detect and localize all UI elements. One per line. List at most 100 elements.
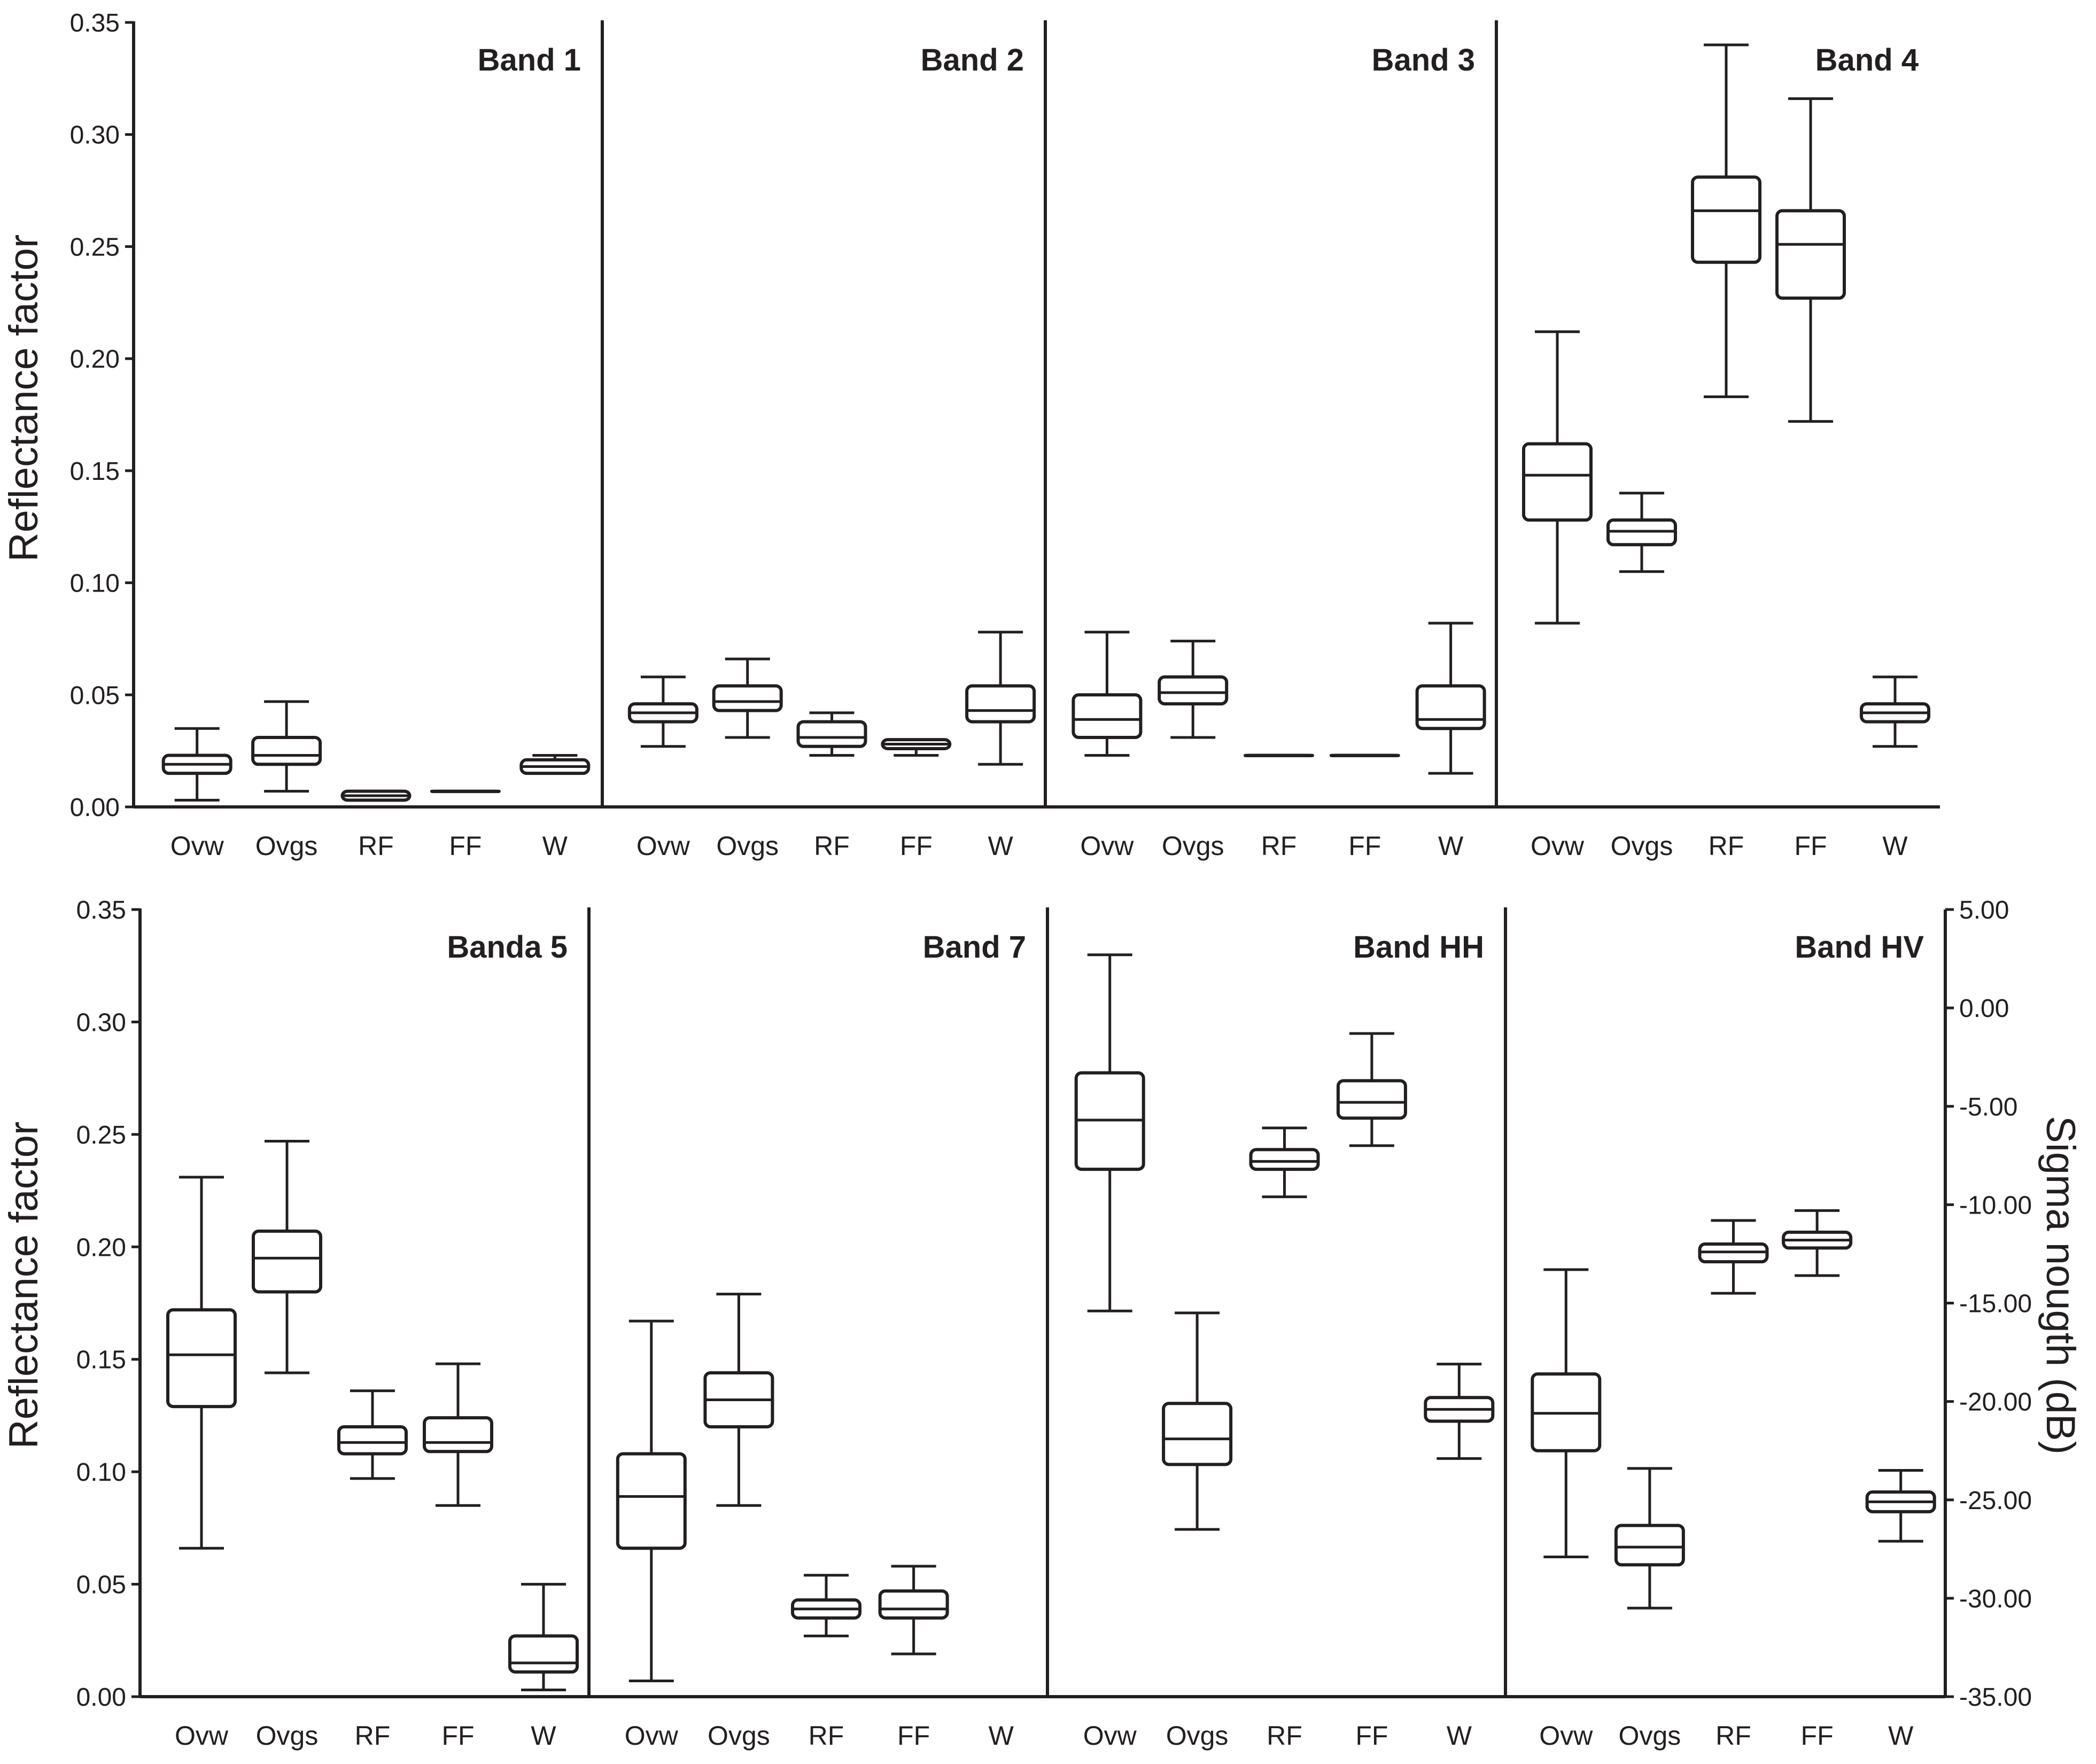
box-ovgs: [1606, 492, 1677, 573]
iqr-box: [1691, 175, 1761, 264]
box-ovw: [1074, 953, 1145, 1312]
panel-band-hh: Band HH Ovw Ovgs RF FF W: [1074, 930, 1495, 1751]
category-tick-label: Ovgs: [256, 1721, 319, 1751]
top-y-tick-label: 0.35: [70, 9, 120, 37]
category-tick-label: Ovgs: [1166, 1721, 1229, 1751]
bot-y-tick-label: 0.00: [76, 1683, 126, 1712]
category-tick-label: Ovw: [1080, 831, 1134, 861]
panel-band-4: Band 4 Ovw Ovgs RF FF W: [1522, 43, 1930, 861]
category-tick-label: Ovgs: [1162, 831, 1224, 861]
iqr-box: [1072, 693, 1143, 739]
category-tick-label: FF: [1801, 1721, 1834, 1751]
category-tick-label: Ovgs: [255, 831, 318, 861]
box-ovw: [627, 675, 698, 748]
category-tick-label: W: [1888, 1721, 1914, 1751]
box-ovgs: [1614, 1467, 1685, 1610]
iqr-box: [1158, 675, 1229, 706]
iqr-box: [251, 735, 322, 766]
right-y-tick-label: -35.00: [1959, 1683, 2032, 1712]
panel-band-1: Band 1 Ovw Ovgs RF FF W: [161, 43, 591, 861]
right-y-tick-label: 5.00: [1959, 896, 2009, 924]
bottom-row-chart: 0.00 0.05 0.10 0.15 0.20 0.25 0.30 0.35 5.00 0.00…: [1, 896, 2083, 1751]
box-rf: [1698, 1219, 1769, 1295]
box-ovw: [1531, 1268, 1602, 1559]
panel-band-hv: Band HV Ovw Ovgs RF FF W: [1531, 930, 1936, 1751]
category-tick-label: Ovgs: [708, 1721, 770, 1751]
iqr-box: [508, 1634, 579, 1674]
category-tick-label: FF: [1794, 831, 1827, 861]
right-y-tick-label: -10.00: [1959, 1191, 2032, 1219]
right-y-tick-label: -25.00: [1959, 1487, 2032, 1515]
box-ovgs: [712, 657, 783, 739]
iqr-box: [1775, 209, 1846, 300]
top-panels: Band 1 Ovw Ovgs RF FF W Band 2 Ovw Ovgs RF FF W Band…: [161, 43, 1930, 861]
category-tick-label: RF: [814, 831, 850, 861]
category-tick-label: Ovw: [625, 1721, 679, 1751]
right-y-axis-label: Sigma nougth (dB): [2038, 1116, 2083, 1455]
iqr-box: [423, 1416, 493, 1454]
box-ovgs: [1158, 640, 1229, 739]
iqr-box: [796, 720, 867, 748]
iqr-box: [166, 1308, 237, 1409]
right-y-tick-label: -5.00: [1959, 1093, 2017, 1121]
box-w: [519, 754, 591, 775]
iqr-box: [1249, 1148, 1320, 1171]
panel-title: Band 7: [923, 930, 1026, 965]
box-ovgs: [251, 700, 322, 793]
box-ff: [423, 1362, 493, 1507]
panel-band-7: Band 7 Ovw Ovgs RF FF W: [616, 930, 1026, 1751]
box-ff: [1336, 1032, 1407, 1147]
box-w: [1424, 1363, 1495, 1460]
bot-y-tick-label: 0.25: [76, 1121, 126, 1149]
iqr-box: [965, 684, 1036, 724]
bottom-axes: 0.00 0.05 0.10 0.15 0.20 0.25 0.30 0.35 5.00 0.00…: [76, 896, 2032, 1712]
box-w: [1860, 675, 1930, 748]
right-y-tick-label: -30.00: [1959, 1585, 2032, 1613]
category-tick-label: Ovw: [1083, 1721, 1137, 1751]
bottom-y-axis-label: Reflectance factor: [1, 1122, 46, 1449]
category-tick-label: FF: [1355, 1721, 1388, 1751]
box-w: [965, 631, 1036, 766]
category-tick-label: FF: [897, 1721, 930, 1751]
iqr-box: [337, 1425, 408, 1456]
box-rf: [340, 789, 412, 802]
iqr-box: [252, 1229, 322, 1294]
panel-title: Band 1: [478, 43, 581, 77]
box-ovgs: [252, 1139, 322, 1374]
panel-title: Band 3: [1372, 43, 1475, 77]
category-tick-label: W: [1882, 831, 1908, 861]
box-w: [1865, 1469, 1936, 1543]
iqr-box: [1336, 1079, 1407, 1120]
panel-band-2: Band 2 Ovw Ovgs RF FF W: [627, 43, 1036, 861]
iqr-box: [1415, 684, 1486, 731]
category-tick-label: RF: [809, 1721, 844, 1751]
box-ff: [881, 738, 952, 757]
right-y-tick-label: 0.00: [1959, 994, 2009, 1023]
category-tick-label: W: [989, 1721, 1014, 1751]
iqr-box: [1522, 442, 1593, 522]
box-ff: [878, 1565, 949, 1656]
category-tick-label: Ovw: [1531, 831, 1585, 861]
top-y-axis-label: Reflectance factor: [1, 235, 46, 562]
top-y-tick-label: 0.10: [70, 570, 120, 598]
category-tick-label: W: [1447, 1721, 1472, 1751]
category-tick-label: Ovw: [636, 831, 690, 861]
top-y-tick-label: 0.25: [70, 233, 120, 261]
panel-title: Band HH: [1353, 930, 1484, 965]
bot-y-tick-label: 0.10: [76, 1458, 126, 1487]
category-tick-label: W: [988, 831, 1013, 861]
panel-title: Band 4: [1815, 43, 1919, 77]
box-rf: [1249, 1126, 1320, 1199]
panel-title: Band 2: [921, 43, 1024, 77]
bot-y-tick-label: 0.35: [76, 896, 126, 924]
top-row-chart: 0.00 0.05 0.10 0.15 0.20 0.25 0.30 0.35 Band 1 O…: [1, 9, 1940, 861]
panel-banda-5: Banda 5 Ovw Ovgs RF FF W: [166, 930, 579, 1751]
category-tick-label: RF: [1261, 831, 1297, 861]
box-rf: [337, 1389, 408, 1480]
category-tick-label: FF: [900, 831, 933, 861]
box-ovw: [166, 1176, 237, 1550]
category-tick-label: Ovgs: [1619, 1721, 1681, 1751]
panel-title: Banda 5: [447, 930, 568, 965]
category-tick-label: Ovgs: [1611, 831, 1673, 861]
category-tick-label: RF: [358, 831, 394, 861]
